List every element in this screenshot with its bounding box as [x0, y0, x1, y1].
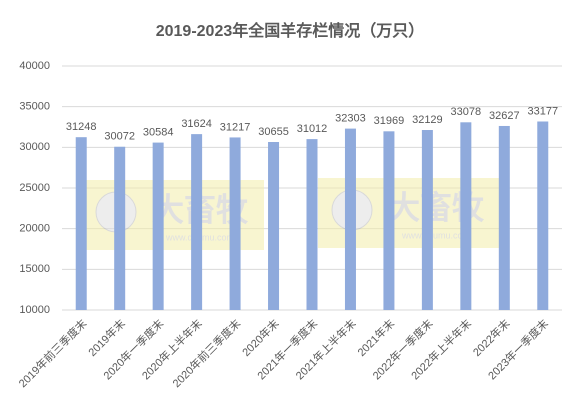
- y-tick-label: 15000: [19, 263, 50, 275]
- bar: [152, 142, 164, 310]
- bar: [114, 146, 126, 310]
- value-label: 33177: [527, 105, 558, 117]
- value-label: 30584: [143, 126, 174, 138]
- x-tick-label: 2020年前三季度末: [169, 316, 243, 390]
- value-label: 33078: [451, 106, 482, 118]
- bar: [537, 121, 549, 310]
- y-tick-label: 20000: [19, 223, 50, 235]
- bar: [191, 134, 203, 310]
- bar: [229, 137, 241, 310]
- value-label: 31624: [181, 118, 212, 130]
- y-tick-label: 10000: [19, 304, 50, 316]
- bar: [306, 139, 318, 310]
- value-label: 31217: [220, 121, 251, 133]
- value-label: 31969: [374, 115, 405, 127]
- chart-title: 2019-2023年全国羊存栏情况（万只）: [156, 21, 425, 40]
- value-label: 32303: [335, 113, 366, 125]
- bar: [421, 130, 433, 310]
- bar: [498, 125, 510, 310]
- x-tick-label: 2019年末: [85, 316, 128, 359]
- watermark: 大畜牧 www.dxumu.com 大畜牧 www.dxumu.com: [82, 178, 500, 250]
- y-tick-label: 35000: [19, 101, 50, 113]
- bar: [383, 131, 395, 310]
- y-tick-label: 30000: [19, 141, 50, 153]
- value-label: 30072: [104, 131, 135, 143]
- value-label: 30655: [258, 126, 289, 138]
- value-label: 32627: [489, 110, 520, 122]
- y-tick-label: 40000: [19, 60, 50, 72]
- bar: [75, 137, 87, 310]
- x-tick-label: 2019年前三季度末: [16, 316, 90, 390]
- value-label: 32129: [412, 114, 443, 126]
- value-label: 31012: [297, 123, 328, 135]
- bar: [344, 128, 356, 310]
- x-tick-label: 2022年末: [470, 316, 513, 359]
- x-tick-label: 2021年末: [354, 316, 397, 359]
- value-label: 31248: [66, 121, 97, 133]
- bar: [460, 122, 472, 310]
- watermark-url: www.dxumu.com: [401, 230, 470, 240]
- x-tick-label: 2020年末: [239, 316, 282, 359]
- bar: [268, 142, 280, 310]
- y-tick-label: 25000: [19, 182, 50, 194]
